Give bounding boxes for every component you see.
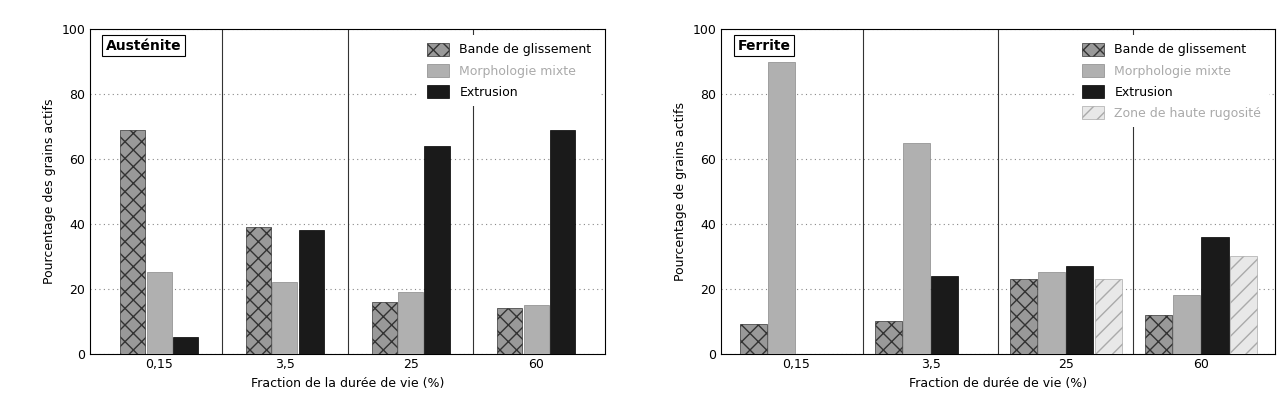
Y-axis label: Pourcentage de grains actifs: Pourcentage de grains actifs <box>674 102 687 281</box>
Y-axis label: Pourcentage des grains actifs: Pourcentage des grains actifs <box>43 99 55 284</box>
Bar <box>272 282 298 354</box>
Bar <box>739 324 766 354</box>
Bar <box>903 143 930 354</box>
Text: Austénite: Austénite <box>106 39 182 53</box>
Bar <box>372 302 397 354</box>
Bar <box>147 272 171 354</box>
Bar <box>1230 256 1257 354</box>
Bar <box>524 305 549 354</box>
Bar <box>425 146 450 354</box>
Bar <box>246 227 270 354</box>
Bar <box>1202 237 1229 354</box>
Bar <box>299 230 323 354</box>
X-axis label: Fraction de durée de vie (%): Fraction de durée de vie (%) <box>909 377 1087 390</box>
Bar <box>173 337 198 354</box>
Bar <box>931 276 958 354</box>
Legend: Bande de glissement, Morphologie mixte, Extrusion: Bande de glissement, Morphologie mixte, … <box>420 35 599 106</box>
Bar <box>550 130 576 354</box>
Bar <box>1038 272 1065 354</box>
Bar <box>1066 266 1094 354</box>
Legend: Bande de glissement, Morphologie mixte, Extrusion, Zone de haute rugosité: Bande de glissement, Morphologie mixte, … <box>1074 35 1269 127</box>
Bar <box>768 62 795 354</box>
Bar <box>120 130 146 354</box>
Bar <box>875 321 902 354</box>
Bar <box>1145 314 1172 354</box>
Bar <box>497 308 523 354</box>
Bar <box>1095 279 1122 354</box>
Bar <box>1173 295 1200 354</box>
Text: Ferrite: Ferrite <box>738 39 791 53</box>
X-axis label: Fraction de la durée de vie (%): Fraction de la durée de vie (%) <box>251 377 444 390</box>
Bar <box>398 292 424 354</box>
Bar <box>1010 279 1037 354</box>
